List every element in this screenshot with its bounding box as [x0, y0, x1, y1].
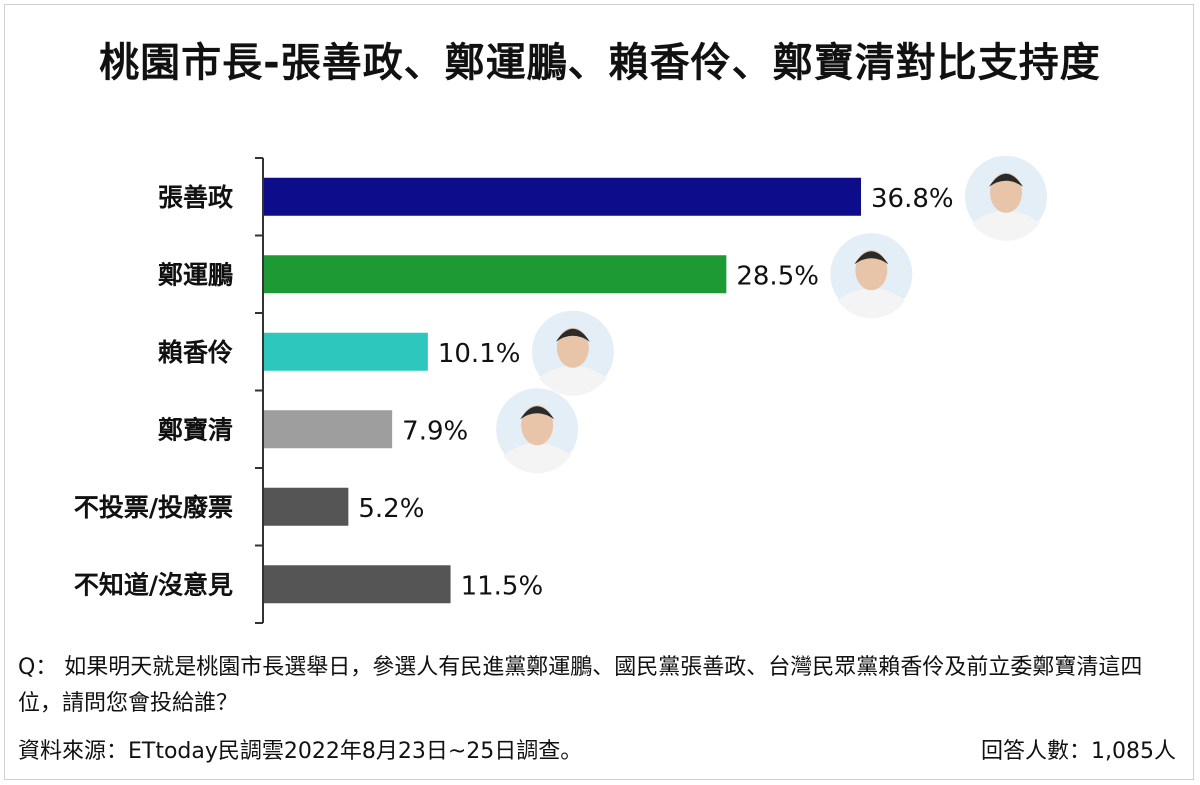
category-label: 賴香伶: [158, 338, 233, 367]
survey-question: Q： 如果明天就是桃園市長選舉日，參選人有民進黨鄭運鵬、國民黨張善政、台灣民眾黨…: [18, 655, 1143, 716]
value-label: 36.8%: [871, 184, 954, 214]
category-label: 不投票/投廢票: [74, 493, 233, 522]
value-label: 11.5%: [461, 571, 544, 601]
value-label: 5.2%: [358, 494, 424, 524]
category-label: 鄭寶清: [158, 415, 233, 444]
category-label: 張善政: [158, 183, 234, 212]
bar: [264, 177, 861, 216]
bar-chart: 張善政 36.8% 鄭運鵬 28.5% 賴香伶 10.1% 鄭寶清 7.9% 不投票/投廢票 5.…: [74, 155, 1047, 624]
bar: [264, 255, 727, 294]
respondent-count: 回答人數：1,085人: [981, 739, 1176, 764]
bar: [264, 410, 393, 449]
candidate-photo: [531, 310, 614, 396]
bar: [264, 487, 349, 526]
bar: [264, 332, 428, 371]
candidate-photo: [965, 155, 1047, 241]
value-label: 7.9%: [402, 416, 468, 446]
chart-title: 桃園市長-張善政、鄭運鵬、賴香伶、鄭寶清對比支持度: [99, 40, 1101, 86]
category-label: 鄭運鵬: [158, 260, 233, 289]
value-label: 28.5%: [736, 261, 819, 291]
category-label: 不知道/沒意見: [74, 570, 233, 599]
candidate-photo: [830, 233, 913, 319]
value-label: 10.1%: [438, 339, 521, 369]
candidate-photo: [496, 388, 579, 474]
chart-frame: [4, 4, 1194, 780]
bar: [264, 565, 451, 604]
data-source: 資料來源：ETtoday民調雲2022年8月23日~25日調查。: [18, 739, 583, 764]
